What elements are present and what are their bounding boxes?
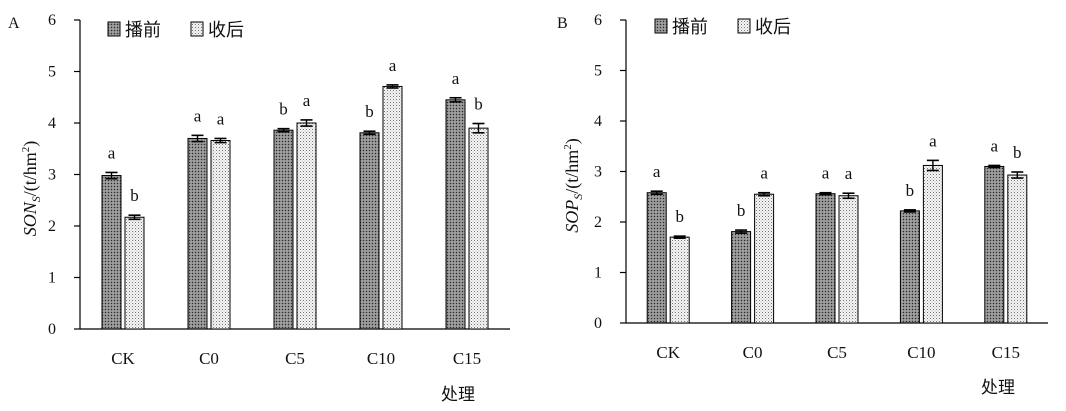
x-tick-label: C15 bbox=[453, 349, 481, 368]
bar-b-c0-after bbox=[754, 193, 775, 324]
x-tick-label: CK bbox=[656, 343, 680, 362]
significance-label: a bbox=[452, 69, 460, 88]
y-tick-label: 5 bbox=[48, 64, 56, 81]
significance-label: b bbox=[279, 100, 288, 119]
y-axis-title: SOPS/(t/hm2) bbox=[562, 138, 585, 233]
x-tick-label: C5 bbox=[285, 349, 305, 368]
significance-label: a bbox=[108, 143, 116, 162]
x-tick-label: CK bbox=[111, 349, 135, 368]
bar-a-c0-before bbox=[187, 137, 208, 330]
x-axis-title: 处理 bbox=[441, 385, 475, 405]
significance-label: a bbox=[822, 164, 830, 183]
significance-label: a bbox=[653, 162, 661, 181]
legend-swatch bbox=[107, 21, 121, 37]
y-tick-label: 6 bbox=[48, 12, 56, 29]
legend-label: 播前 bbox=[125, 20, 161, 41]
y-tick-label: 1 bbox=[48, 270, 56, 287]
legend-label: 收后 bbox=[755, 17, 791, 38]
significance-label: a bbox=[991, 136, 999, 155]
bar-b-c5-after bbox=[838, 195, 859, 324]
x-tick-label: C15 bbox=[992, 343, 1020, 362]
bar-a-c5-before bbox=[273, 129, 294, 330]
significance-label: b bbox=[474, 95, 483, 114]
bar-a-c15-after bbox=[468, 127, 489, 330]
legend-swatch bbox=[190, 21, 204, 37]
panel-label-b: B bbox=[557, 15, 568, 32]
y-tick-label: 4 bbox=[48, 115, 56, 132]
legend-swatch bbox=[654, 18, 668, 34]
panel-label-a: A bbox=[8, 15, 20, 32]
significance-label: a bbox=[760, 164, 768, 183]
y-tick-label: 0 bbox=[48, 321, 56, 338]
significance-label: b bbox=[737, 201, 746, 220]
bar-b-ck-before bbox=[646, 192, 667, 324]
legend-swatch bbox=[737, 18, 751, 34]
bar-a-ck-after bbox=[124, 216, 145, 330]
bar-b-c10-before bbox=[899, 210, 920, 324]
x-tick-label: C10 bbox=[367, 349, 395, 368]
y-tick-label: 2 bbox=[48, 218, 56, 235]
y-tick-label: 6 bbox=[594, 12, 602, 29]
bar-b-c15-after bbox=[1007, 174, 1028, 324]
bar-a-c10-after bbox=[382, 85, 403, 330]
y-tick-label: 4 bbox=[594, 113, 602, 130]
significance-label: a bbox=[217, 109, 225, 128]
x-axis-title: 处理 bbox=[981, 378, 1015, 398]
y-tick-label: 5 bbox=[594, 63, 602, 80]
bar-b-ck-after bbox=[669, 236, 690, 324]
x-tick-label: C5 bbox=[827, 343, 847, 362]
bar-a-c0-after bbox=[210, 140, 231, 330]
significance-label: a bbox=[303, 91, 311, 110]
significance-label: a bbox=[194, 106, 202, 125]
x-tick-label: C0 bbox=[199, 349, 219, 368]
legend-label: 收后 bbox=[208, 20, 244, 41]
bar-a-c15-before bbox=[445, 99, 466, 330]
significance-label: b bbox=[675, 207, 684, 226]
legend-label: 播前 bbox=[672, 17, 708, 38]
significance-label: a bbox=[929, 131, 937, 150]
bar-b-c5-before bbox=[815, 193, 836, 324]
y-tick-label: 1 bbox=[594, 265, 602, 282]
x-tick-label: C10 bbox=[907, 343, 935, 362]
significance-label: b bbox=[130, 186, 139, 205]
bar-b-c10-after bbox=[922, 164, 943, 324]
y-tick-label: 0 bbox=[594, 315, 602, 332]
bar-a-c10-before bbox=[359, 132, 380, 330]
y-tick-label: 3 bbox=[594, 164, 602, 181]
x-tick-label: C0 bbox=[743, 343, 763, 362]
y-axis-title: SONS/(t/hm2) bbox=[20, 141, 43, 237]
bar-a-ck-before bbox=[101, 175, 122, 330]
significance-label: b bbox=[1013, 143, 1022, 162]
significance-label: a bbox=[389, 56, 397, 75]
significance-label: b bbox=[365, 102, 374, 121]
bar-b-c15-before bbox=[984, 165, 1005, 324]
bar-b-c0-before bbox=[731, 231, 752, 324]
significance-label: a bbox=[845, 164, 853, 183]
bar-a-c5-after bbox=[296, 122, 317, 330]
significance-label: b bbox=[906, 181, 915, 200]
y-tick-label: 2 bbox=[594, 214, 602, 231]
y-tick-label: 3 bbox=[48, 167, 56, 184]
